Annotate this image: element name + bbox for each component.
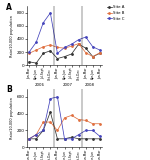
Site B — [28, 52, 30, 54]
Site A — [78, 43, 80, 45]
Site A — [57, 138, 58, 140]
Site C — [71, 138, 72, 140]
Site A — [92, 56, 94, 58]
Line: Site A: Site A — [28, 44, 100, 64]
Site C — [50, 12, 51, 14]
Site A — [35, 62, 37, 64]
Site A — [42, 129, 44, 131]
Site A — [92, 138, 94, 140]
Site B — [57, 47, 58, 48]
Site B — [28, 138, 30, 140]
Site A — [50, 50, 51, 52]
Site B — [85, 119, 87, 121]
Site A — [50, 111, 51, 113]
Site B — [71, 114, 72, 116]
Site A — [71, 53, 72, 55]
Site A — [85, 138, 87, 140]
Site B — [42, 121, 44, 123]
Site B — [78, 119, 80, 120]
Site B — [85, 52, 87, 54]
Site A — [71, 136, 72, 138]
Site B — [35, 49, 37, 51]
Site A — [85, 47, 87, 49]
Site A — [64, 56, 65, 58]
Site C — [99, 135, 101, 137]
Site B — [92, 56, 94, 58]
Site B — [78, 43, 80, 44]
Legend: Site A, Site B, Site C: Site A, Site B, Site C — [107, 5, 124, 20]
Text: 2008: 2008 — [84, 83, 94, 87]
Site C — [64, 47, 65, 48]
Site B — [71, 45, 72, 47]
Site C — [28, 51, 30, 53]
Site C — [71, 43, 72, 45]
Site A — [57, 58, 58, 60]
Site C — [42, 129, 44, 131]
Text: 2006: 2006 — [35, 83, 45, 87]
Line: Site B: Site B — [28, 43, 100, 57]
Site B — [50, 121, 51, 123]
Site A — [42, 52, 44, 54]
Site C — [99, 49, 101, 51]
Site B — [64, 47, 65, 49]
Site B — [99, 123, 101, 125]
Site A — [99, 52, 101, 54]
Site A — [35, 138, 37, 140]
Site C — [28, 138, 30, 140]
Site C — [42, 22, 44, 24]
Text: B: B — [6, 85, 12, 94]
Site B — [92, 123, 94, 125]
Site A — [64, 138, 65, 140]
Y-axis label: Rate/10,000 population: Rate/10,000 population — [10, 15, 14, 57]
Site C — [57, 52, 58, 54]
Site C — [92, 129, 94, 131]
Site A — [28, 61, 30, 63]
Site B — [99, 52, 101, 54]
Site B — [35, 134, 37, 136]
Line: Site C: Site C — [28, 12, 100, 54]
Site C — [50, 98, 51, 100]
Site C — [78, 39, 80, 41]
Site C — [85, 129, 87, 131]
Y-axis label: Rate/10,000 population: Rate/10,000 population — [10, 97, 14, 139]
Site B — [57, 129, 58, 131]
Site A — [99, 138, 101, 140]
Site C — [64, 138, 65, 140]
Site C — [78, 134, 80, 136]
Site C — [57, 96, 58, 98]
Site A — [28, 138, 30, 140]
Site C — [85, 36, 87, 38]
Site C — [35, 134, 37, 136]
Site B — [42, 46, 44, 48]
Site B — [64, 117, 65, 119]
Site C — [35, 41, 37, 43]
Text: 2007: 2007 — [63, 83, 73, 87]
Text: A: A — [6, 3, 12, 12]
Site C — [92, 46, 94, 48]
Line: Site B: Site B — [28, 115, 100, 140]
Line: Site A: Site A — [28, 111, 100, 140]
Site A — [78, 138, 80, 140]
Site B — [50, 44, 51, 46]
Line: Site C: Site C — [28, 96, 100, 140]
